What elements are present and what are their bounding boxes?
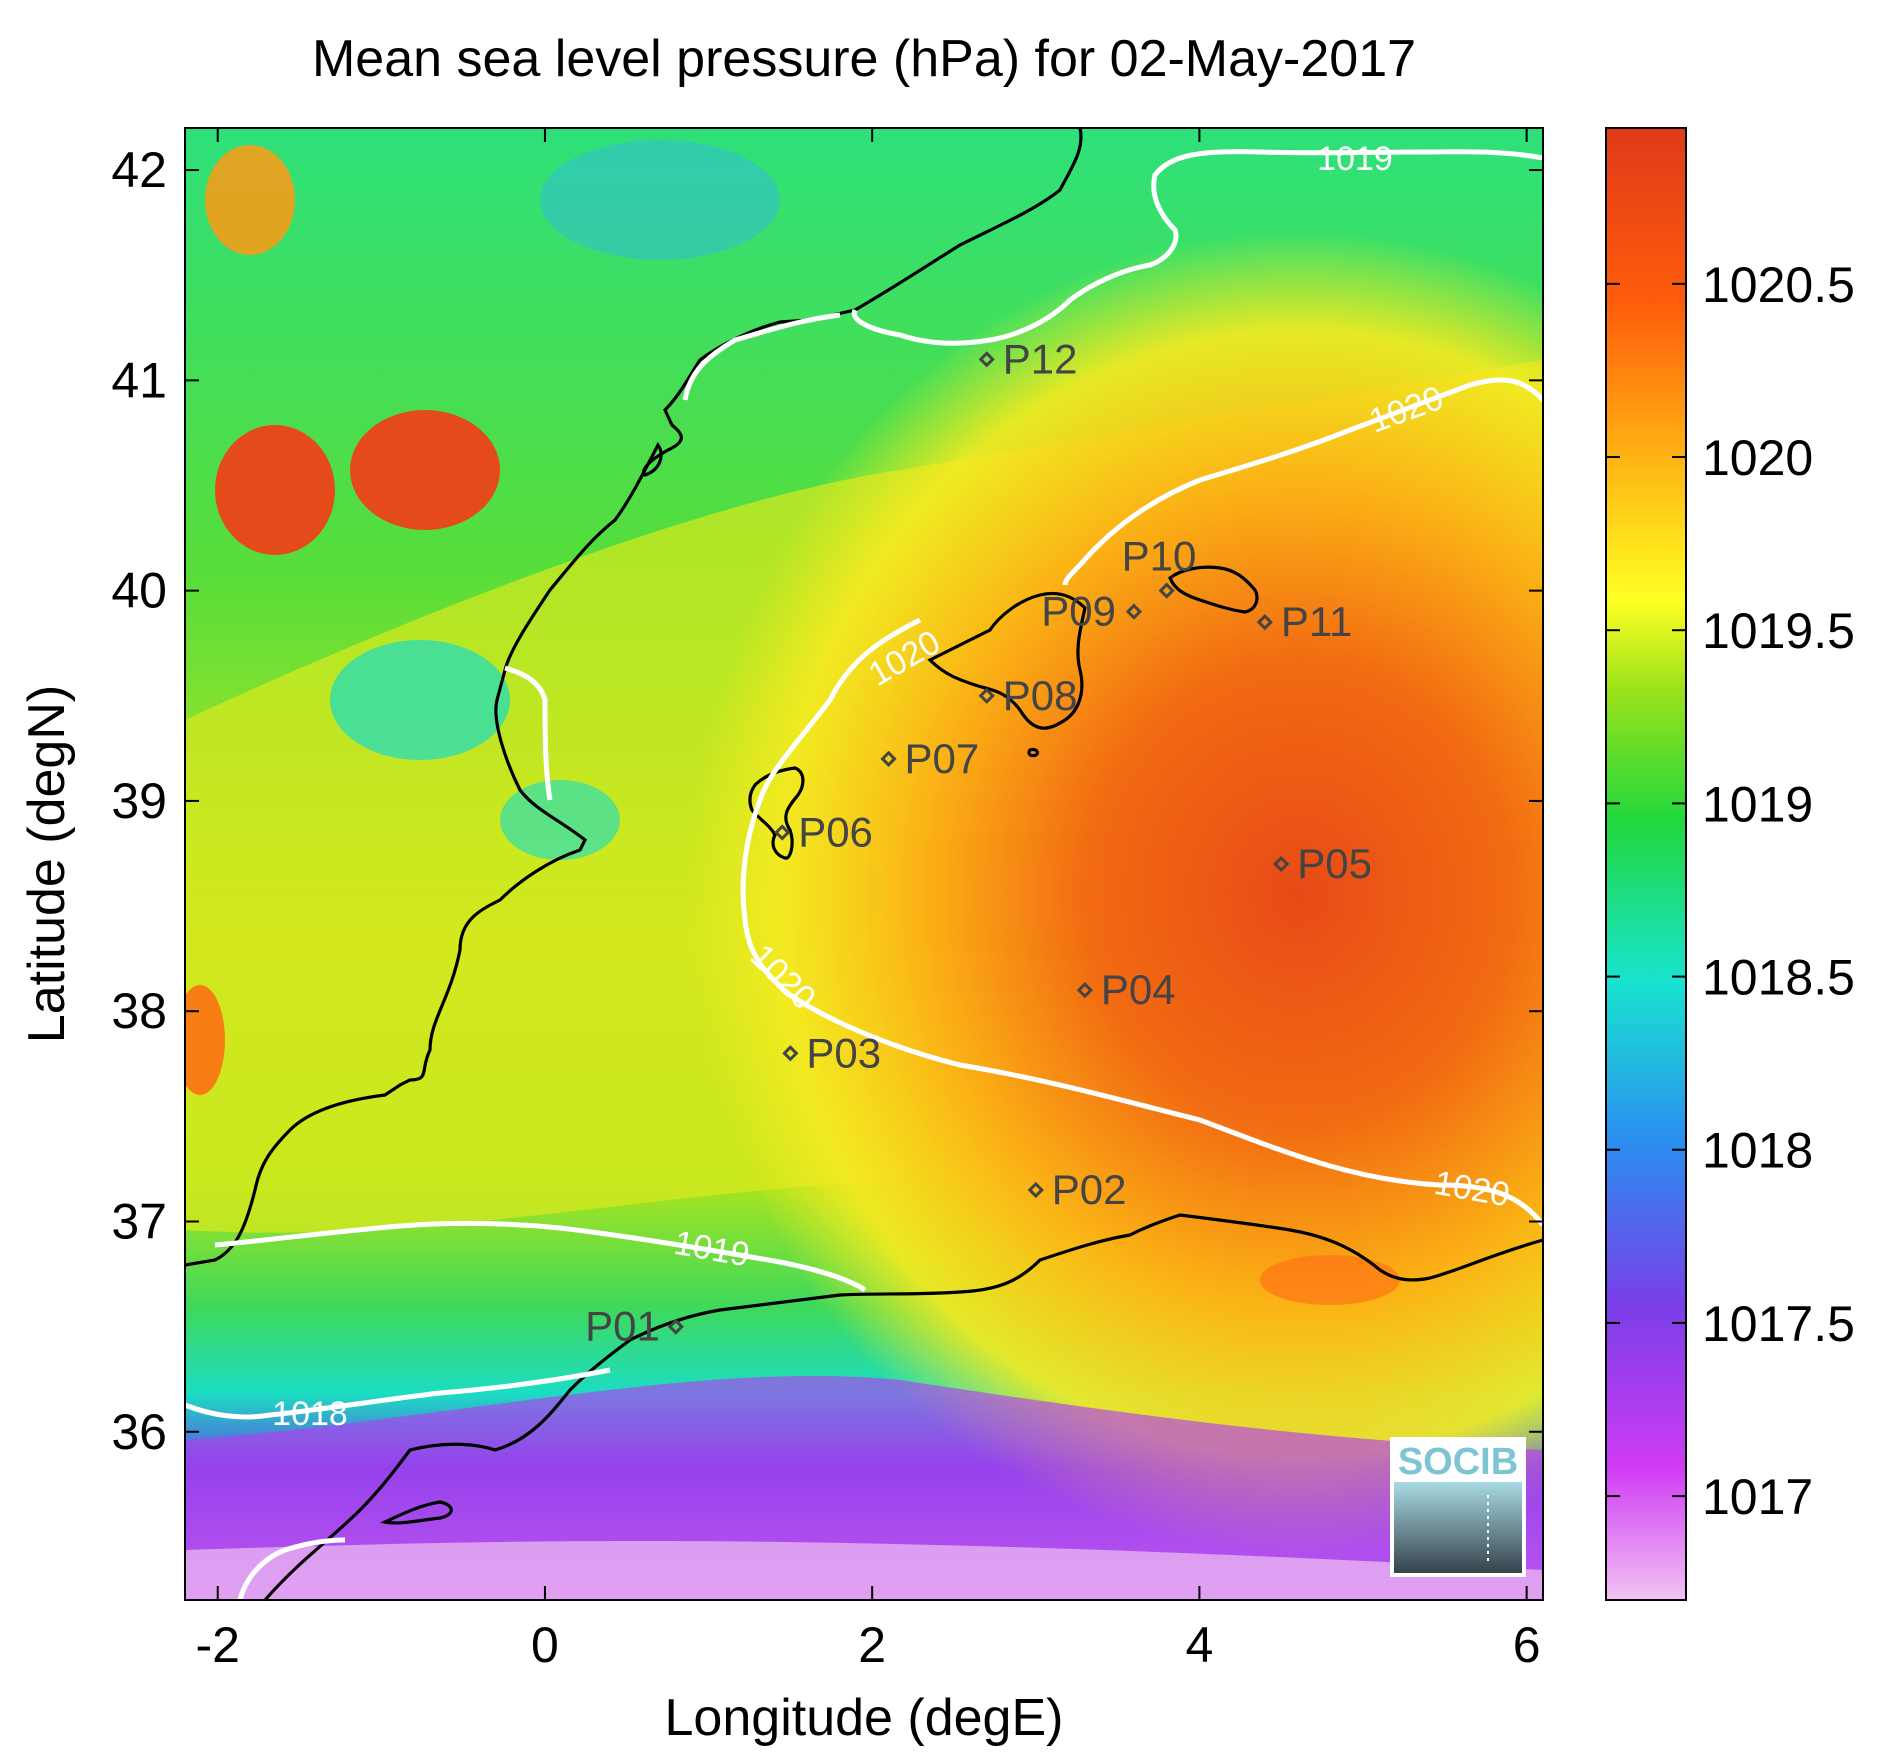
station-label: P05 <box>1297 840 1372 887</box>
station-p11: P11 <box>1256 598 1353 645</box>
station-label: P08 <box>1003 672 1078 719</box>
station-label: P04 <box>1101 966 1176 1013</box>
logo-text: SOCIB <box>1398 1441 1518 1483</box>
y-tick-label: 38 <box>111 983 167 1039</box>
colorbar-tick-label: 1018 <box>1702 1123 1813 1179</box>
station-label: P02 <box>1052 1166 1127 1213</box>
isobar-1019-north <box>851 149 1543 346</box>
station-label: P03 <box>806 1029 881 1076</box>
station-p12: P12 <box>978 335 1078 382</box>
station-label: P06 <box>798 808 873 855</box>
station-diamond-icon <box>774 824 791 841</box>
station-label: P07 <box>905 735 980 782</box>
iberian-coastline <box>185 128 1083 1267</box>
colorbar-ticks: 1017 1017.5 1018 1018.5 1019 1019.5 1020 1020.5 <box>1606 257 1855 1525</box>
station-diamond-icon <box>1125 603 1143 620</box>
station-label: P10 <box>1122 533 1197 580</box>
y-axis-label: Latitude (degN) <box>18 685 76 1043</box>
land-high-patch-2 <box>350 410 500 530</box>
station-diamond-icon <box>667 1318 684 1335</box>
colorbar-tick-label: 1018.5 <box>1702 950 1855 1006</box>
chart-title: Mean sea level pressure (hPa) for 02-May… <box>312 30 1416 88</box>
menorca-coastline <box>1168 565 1259 614</box>
colorbar-tick-label: 1020 <box>1702 430 1813 486</box>
isobar-1017-south <box>237 1537 346 1600</box>
station-diamond-icon <box>978 687 995 704</box>
y-tick-label: 41 <box>111 352 167 408</box>
station-p03: P03 <box>782 1029 881 1076</box>
isobar-1018 <box>185 1367 611 1420</box>
high-pressure-core <box>185 128 1543 1600</box>
station-label: P01 <box>585 1303 660 1350</box>
y-tick-label: 37 <box>111 1193 167 1249</box>
lowest-pressure-band <box>185 1541 1543 1600</box>
y-tick-label: 40 <box>111 563 167 619</box>
y-axis-ticks: 36 37 38 39 40 41 42 <box>111 142 1543 1460</box>
isobar-1019-south <box>214 1220 867 1293</box>
coastlines <box>185 128 1543 1600</box>
land-high-patch-3 <box>205 145 295 255</box>
colorbar-tick-label: 1019 <box>1702 776 1813 832</box>
isobar-label-1018: 1018 <box>272 1395 348 1433</box>
isobar-1020-inland <box>504 665 553 801</box>
x-tick-label: 6 <box>1513 1617 1541 1673</box>
station-diamond-icon <box>880 750 897 767</box>
x-tick-label: -2 <box>195 1617 239 1673</box>
colorbar-tick-label: 1019.5 <box>1702 603 1855 659</box>
station-diamond-icon <box>1273 855 1290 873</box>
y-tick-label: 39 <box>111 773 167 829</box>
y-tick-label: 36 <box>111 1404 167 1460</box>
colorbar-tick-label: 1020.5 <box>1702 257 1855 313</box>
map-frame <box>184 127 1544 1601</box>
station-p07: P07 <box>880 735 980 782</box>
land-low-patch-3 <box>540 140 780 260</box>
cabrera-coastline <box>1027 747 1040 758</box>
isobar-1020-main <box>740 617 1543 1227</box>
land-high-patch-4 <box>185 985 225 1095</box>
station-diamond-icon <box>1256 614 1273 631</box>
land-low-patch-1 <box>330 640 510 760</box>
north-africa-coastline <box>263 1213 1543 1600</box>
isobars <box>185 149 1543 1600</box>
station-label: P11 <box>1281 598 1353 645</box>
station-label: P12 <box>1003 335 1078 382</box>
station-p01: P01 <box>585 1303 684 1350</box>
station-p10: P10 <box>1122 533 1197 599</box>
station-p04: P04 <box>1076 966 1176 1013</box>
x-tick-label: 4 <box>1186 1617 1214 1673</box>
socib-logo: SOCIB <box>1390 1437 1526 1577</box>
land-low-patch-2 <box>500 780 620 860</box>
north-africa-patch <box>1260 1255 1400 1305</box>
station-diamond-icon <box>782 1045 799 1062</box>
station-p06: P06 <box>774 808 873 855</box>
station-p05: P05 <box>1273 840 1372 887</box>
alboran-island <box>379 1500 453 1525</box>
station-p09: P09 <box>1041 588 1143 635</box>
x-axis-label: Longitude (degE) <box>665 1689 1064 1747</box>
isobar-1019-coast <box>682 312 841 401</box>
colorbar <box>1605 127 1687 1601</box>
station-diamond-icon <box>1158 582 1175 599</box>
station-diamond-icon <box>1076 982 1094 999</box>
colorbar-tick-label: 1017.5 <box>1702 1296 1855 1352</box>
station-p02: P02 <box>1027 1166 1127 1213</box>
station-label: P09 <box>1041 588 1116 635</box>
x-tick-label: 2 <box>858 1617 886 1673</box>
station-diamond-icon <box>978 351 995 368</box>
y-tick-label: 42 <box>111 142 167 198</box>
x-tick-label: 0 <box>531 1617 559 1673</box>
x-axis-ticks: -2 0 2 4 6 <box>195 128 1541 1673</box>
station-p08: P08 <box>978 672 1078 719</box>
land-high-patch-1 <box>215 425 335 555</box>
isobar-1020-north <box>1062 377 1543 586</box>
station-diamond-icon <box>1027 1181 1044 1199</box>
colorbar-tick-label: 1017 <box>1702 1469 1813 1525</box>
mallorca-coastline <box>927 591 1087 730</box>
isobar-label-1019-north: 1019 <box>1317 140 1393 178</box>
pressure-field: 1019 1020 1020 1020 1020 1019 1018 P01P0… <box>185 128 1543 1600</box>
logo-gradient <box>1394 1482 1522 1573</box>
